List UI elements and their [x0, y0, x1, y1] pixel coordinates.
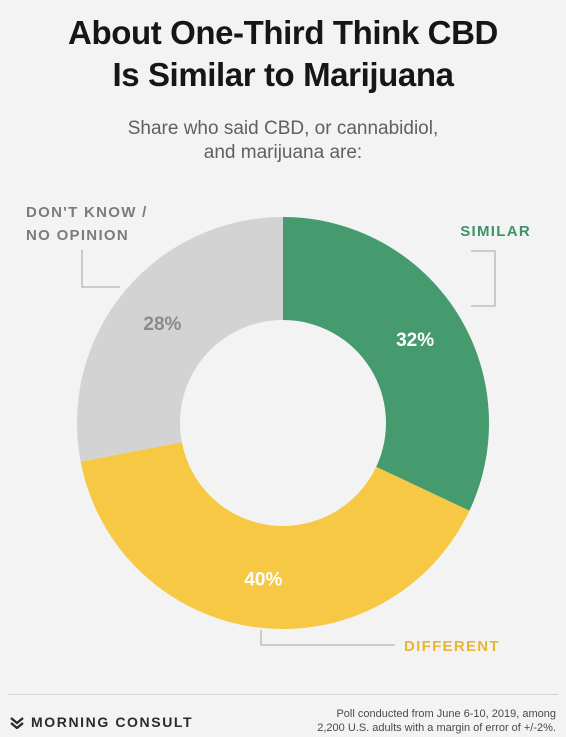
leader-line-similar	[471, 250, 496, 307]
morning-consult-logo: MORNING CONSULT	[10, 712, 193, 732]
methodology-note-line-2: 2,200 U.S. adults with a margin of error…	[317, 722, 556, 734]
morning-consult-mark-icon	[10, 716, 24, 729]
brand-name: MORNING CONSULT	[31, 714, 194, 730]
chart-title-line-2: Is Similar to Marijuana	[112, 56, 454, 93]
slice-dont-know	[76, 217, 283, 462]
category-label-different: DIFFERENT	[404, 638, 500, 655]
slice-different	[80, 442, 470, 630]
value-label-similar: 32%	[396, 330, 434, 351]
chart-title-line-1: About One-Third Think CBD	[68, 14, 498, 51]
chart-subtitle-line-1: Share who said CBD, or cannabidiol,	[127, 118, 439, 139]
leader-line-different	[260, 630, 395, 646]
category-label-dont-know-line-2: NO OPINION	[26, 227, 129, 244]
category-label-dont-know-line-1: DON'T KNOW /	[26, 204, 148, 221]
slice-similar	[283, 217, 489, 511]
value-label-different: 40%	[244, 569, 282, 590]
category-label-similar: SIMILAR	[460, 223, 531, 240]
chart-subtitle-line-2: and marijuana are:	[203, 142, 363, 163]
footer-divider	[8, 694, 558, 695]
value-label-dont-know: 28%	[143, 314, 181, 335]
leader-line-dont-know	[81, 250, 120, 288]
methodology-note-line-1: Poll conducted from June 6-10, 2019, amo…	[336, 708, 556, 720]
